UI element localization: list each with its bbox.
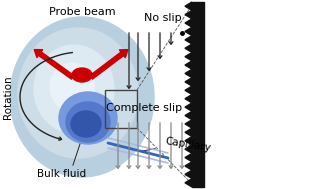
Text: Complete slip: Complete slip (106, 103, 182, 113)
Ellipse shape (34, 45, 114, 133)
Polygon shape (185, 179, 192, 187)
Polygon shape (185, 69, 192, 78)
Polygon shape (185, 103, 192, 111)
Ellipse shape (71, 111, 101, 137)
Polygon shape (185, 2, 192, 10)
Text: Probe beam: Probe beam (49, 7, 115, 17)
Polygon shape (185, 145, 192, 153)
Polygon shape (185, 94, 192, 103)
Polygon shape (185, 10, 192, 19)
Polygon shape (185, 53, 192, 61)
Polygon shape (185, 27, 192, 36)
Polygon shape (185, 61, 192, 69)
Bar (105, 90, 137, 128)
Polygon shape (185, 19, 192, 27)
Ellipse shape (59, 92, 117, 144)
Text: Rotation: Rotation (3, 75, 13, 119)
Bar (192, 2, 204, 187)
Polygon shape (185, 36, 192, 44)
Text: No slip: No slip (144, 13, 182, 23)
Polygon shape (185, 86, 192, 94)
Ellipse shape (72, 68, 92, 82)
Text: Capillary: Capillary (164, 136, 211, 153)
Polygon shape (185, 153, 192, 162)
Polygon shape (185, 162, 192, 170)
Text: Bulk fluid: Bulk fluid (38, 169, 87, 179)
Polygon shape (185, 136, 192, 145)
Polygon shape (185, 78, 192, 86)
Polygon shape (185, 120, 192, 128)
Polygon shape (185, 128, 192, 136)
Ellipse shape (50, 63, 94, 111)
Polygon shape (185, 44, 192, 53)
Polygon shape (185, 170, 192, 179)
Polygon shape (185, 111, 192, 120)
Ellipse shape (66, 102, 110, 142)
Ellipse shape (10, 17, 154, 177)
Ellipse shape (18, 28, 138, 158)
